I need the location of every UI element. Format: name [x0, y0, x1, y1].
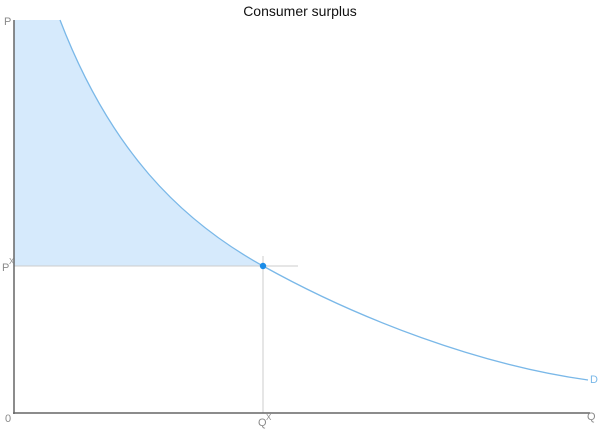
quantity-label: Q: [258, 417, 267, 429]
quantity-label-sup: X: [266, 413, 272, 422]
diagram-title: Consumer surplus: [243, 3, 357, 19]
y-axis-label: P: [4, 16, 11, 28]
consumer-surplus-area: [14, 20, 263, 266]
price-label-sup: X: [9, 257, 15, 266]
origin-label: 0: [5, 413, 11, 425]
price-label: P: [2, 262, 9, 274]
equilibrium-point[interactable]: [259, 262, 267, 270]
x-axis-label: Q: [587, 411, 596, 423]
demand-curve-label: D: [590, 374, 598, 386]
